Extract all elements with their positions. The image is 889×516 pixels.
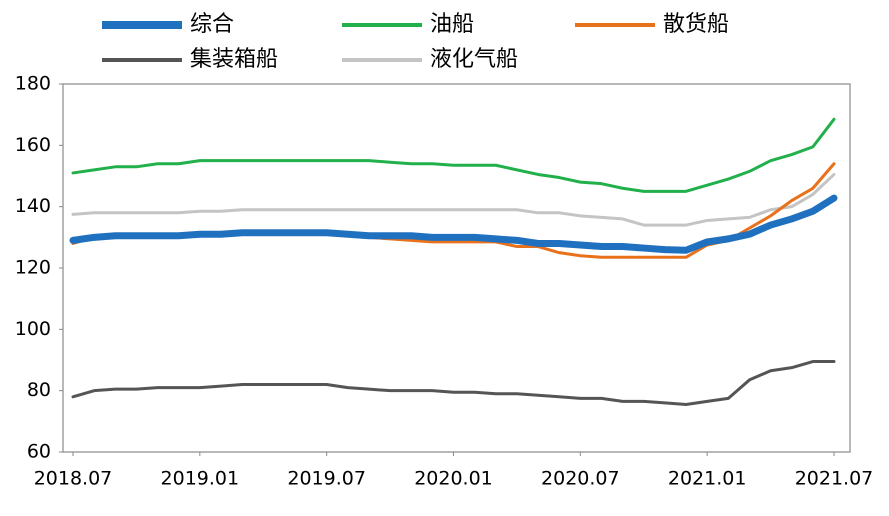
legend-label: 集装箱船	[190, 47, 278, 72]
y-tick-label: 100	[15, 318, 51, 340]
y-tick-label: 120	[15, 257, 51, 279]
legend-label: 油船	[430, 12, 474, 37]
legend-label: 综合	[190, 12, 234, 37]
y-tick-label: 160	[15, 134, 51, 156]
y-tick-label: 60	[27, 441, 51, 463]
series-line	[71, 360, 836, 406]
legend-label: 液化气船	[430, 47, 518, 72]
series-line	[69, 194, 838, 254]
x-tick-label: 2021.07	[795, 468, 874, 490]
x-tick-label: 2019.07	[287, 468, 366, 490]
x-tick-label: 2018.07	[34, 468, 113, 490]
x-tick-label: 2021.01	[668, 468, 747, 490]
y-tick-label: 140	[15, 195, 51, 217]
y-tick-label: 80	[27, 379, 51, 401]
series-line	[71, 117, 836, 193]
x-tick-label: 2020.01	[414, 468, 493, 490]
x-tick-label: 2020.07	[541, 468, 620, 490]
y-tick-label: 180	[15, 73, 51, 95]
legend-label: 散货船	[663, 12, 729, 37]
series-line	[71, 172, 836, 227]
x-tick-label: 2019.01	[161, 468, 240, 490]
